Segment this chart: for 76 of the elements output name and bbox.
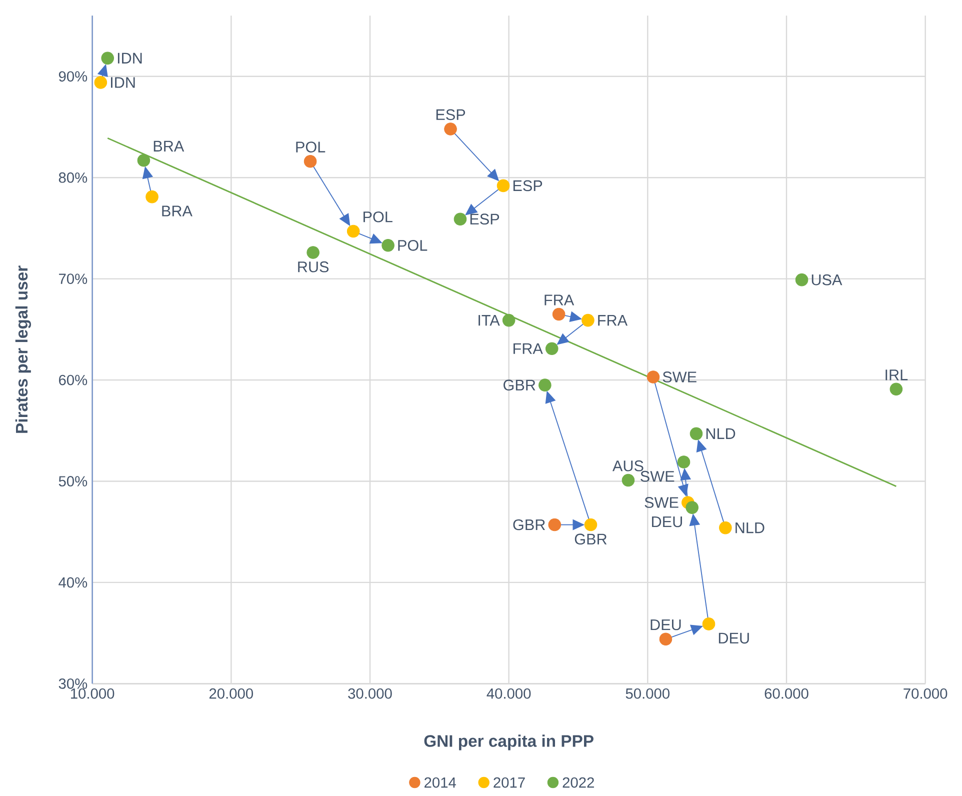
point: [94, 76, 108, 89]
data-label: ESP: [436, 109, 466, 120]
point: [677, 456, 690, 468]
point: [719, 521, 732, 534]
data-label: POL: [296, 142, 326, 152]
data-label: ITA: [478, 315, 500, 326]
data-label: IDN: [118, 52, 142, 64]
y-tick-label: 50%: [58, 476, 88, 486]
point: [444, 122, 457, 136]
point: [582, 314, 594, 327]
point: [101, 52, 114, 65]
x-tick-label: 40.000: [486, 688, 531, 699]
legend-label: 2022: [562, 777, 594, 788]
point: [690, 427, 703, 440]
legend-label: 2017: [494, 777, 525, 788]
data-label: SWE: [640, 470, 674, 482]
data-label: BRA: [154, 140, 184, 152]
point: [304, 155, 317, 168]
point: [702, 618, 716, 630]
data-label: GBR: [513, 519, 545, 530]
data-label: DEU: [652, 516, 682, 528]
data-label: ESP: [470, 214, 500, 225]
point: [346, 224, 360, 238]
point: [137, 154, 150, 167]
y-tick-label: 30%: [58, 678, 88, 689]
data-label: NLD: [706, 428, 736, 439]
data-label: FRA: [514, 343, 543, 354]
y-tick-label: 70%: [59, 274, 88, 284]
data-label: USA: [812, 274, 842, 286]
point: [538, 378, 552, 392]
point: [552, 308, 566, 321]
point: [584, 518, 598, 532]
y-tick-label: 80%: [58, 172, 88, 183]
point: [496, 179, 510, 192]
x-tick-label: 10.000: [71, 688, 114, 699]
y-tick-label: 60%: [59, 374, 88, 386]
y-axis-title: Pirates per legal user: [15, 266, 31, 433]
x-tick-label: 30.000: [348, 688, 392, 699]
legend-label: 2014: [424, 777, 456, 788]
point: [545, 342, 558, 356]
data-label: POL: [364, 211, 392, 222]
data-label: AUS: [612, 460, 644, 472]
data-label: SWE: [662, 372, 696, 382]
data-label: IRL: [886, 370, 908, 380]
point: [659, 632, 672, 646]
point: [890, 382, 903, 396]
point: [795, 273, 808, 286]
point: [454, 212, 467, 226]
data-label: RUS: [298, 261, 329, 272]
data-label: DEU: [718, 632, 749, 644]
x-tick-label: 20.000: [209, 688, 253, 699]
x-tick-label: 70.000: [904, 688, 948, 699]
x-tick-label: 60.000: [764, 688, 808, 699]
data-label: POL: [398, 240, 428, 251]
data-label: BRA: [162, 206, 192, 216]
data-label: NLD: [736, 522, 764, 534]
data-label: DEU: [650, 620, 681, 630]
point: [382, 239, 394, 252]
point: [306, 246, 320, 259]
data-label: SWE: [644, 497, 678, 508]
y-tick-label: 90%: [58, 71, 88, 82]
point: [548, 518, 562, 532]
data-label: FRA: [598, 315, 628, 326]
point: [502, 314, 516, 327]
point: [646, 370, 660, 384]
point: [146, 190, 158, 204]
x-axis-title: GNI per capita in PPP: [424, 734, 594, 750]
point: [686, 501, 698, 514]
point: [622, 474, 635, 487]
data-label: IDN: [111, 77, 135, 88]
data-label: GBR: [574, 534, 607, 545]
y-tick-label: 40%: [58, 577, 88, 588]
x-tick-label: 50.000: [626, 688, 670, 699]
data-label: ESP: [513, 180, 542, 192]
data-label: GBR: [504, 380, 536, 391]
data-label: FRA: [544, 294, 574, 306]
